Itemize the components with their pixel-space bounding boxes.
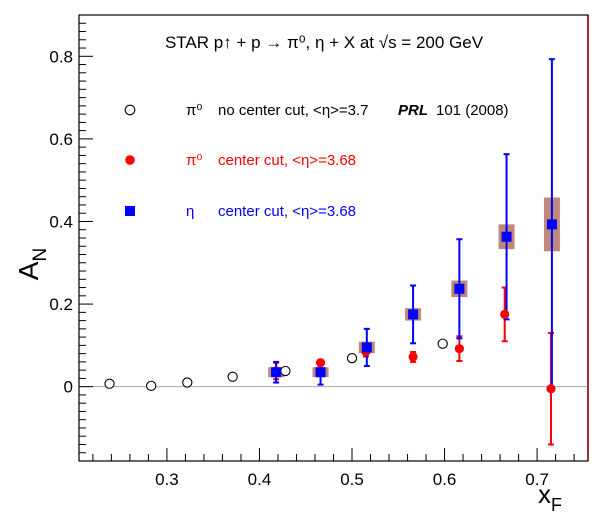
data-point-filled-circle	[408, 352, 418, 362]
legend: π⁰ no center cut, <η>=3.7 PRL 101 (2008) π⁰ c…	[124, 102, 509, 220]
x-tick-label: 0.6	[433, 470, 457, 489]
legend-symbol: π⁰	[186, 102, 202, 119]
data-point-filled-circle	[546, 384, 556, 394]
data-point-filled-square	[501, 231, 512, 242]
chart-title: STAR p↑ + p → π⁰, η + X at √s = 200 GeV	[165, 33, 484, 52]
legend-label: center cut, <η>=3.68	[218, 152, 356, 169]
legend-symbol: π⁰	[186, 152, 202, 169]
legend-marker-filled-square	[125, 206, 135, 216]
data-point-open-circle	[146, 380, 157, 391]
legend-reference-volume: 101 (2008)	[436, 102, 509, 119]
legend-marker-filled-circle	[125, 155, 135, 165]
data-point-filled-square	[271, 367, 282, 378]
legend-reference-journal: PRL	[398, 102, 428, 119]
data-point-filled-circle	[315, 358, 326, 368]
y-tick-label: 0.6	[49, 130, 73, 149]
data-point-open-circle	[280, 365, 291, 377]
data-point-filled-square	[546, 219, 557, 230]
y-tick-label: 0	[64, 378, 73, 397]
x-tick-label: 0.7	[525, 470, 549, 489]
data-markers	[104, 219, 557, 394]
data-point-filled-square	[361, 342, 372, 353]
legend-label: center cut, <η>=3.68	[218, 203, 356, 220]
axis-ticks: 0.3 0.4 0.5 0.6 0.7 0 0.2 0.4 0.6 0.8	[49, 22, 575, 489]
data-point-filled-square	[315, 367, 326, 378]
data-point-filled-circle	[454, 344, 464, 354]
y-axis-title-subscript: N	[30, 248, 51, 262]
data-point-filled-square	[408, 309, 419, 320]
legend-label: no center cut, <η>=3.7	[218, 102, 369, 119]
data-point-open-circle	[227, 371, 238, 382]
y-tick-label: 0.8	[49, 47, 73, 66]
x-tick-label: 0.4	[248, 470, 272, 489]
data-point-filled-square	[454, 283, 465, 294]
y-tick-label: 0.4	[49, 212, 73, 231]
x-tick-label: 0.3	[155, 470, 179, 489]
x-axis-title-main: x	[538, 479, 551, 509]
x-axis-title: xF	[538, 479, 562, 515]
y-axis-title-main: A	[13, 261, 44, 280]
data-point-filled-circle	[500, 309, 510, 319]
x-axis-title-subscript: F	[551, 495, 562, 515]
data-point-open-circle	[346, 353, 358, 364]
legend-marker-open-circle	[124, 104, 136, 116]
x-tick-label: 0.5	[340, 470, 364, 489]
y-tick-label: 0.2	[49, 295, 73, 314]
data-point-open-circle	[437, 338, 448, 349]
y-axis-title: AN	[13, 248, 51, 280]
legend-symbol: η	[186, 203, 194, 220]
data-point-open-circle	[104, 378, 115, 389]
data-point-open-circle	[182, 377, 193, 388]
